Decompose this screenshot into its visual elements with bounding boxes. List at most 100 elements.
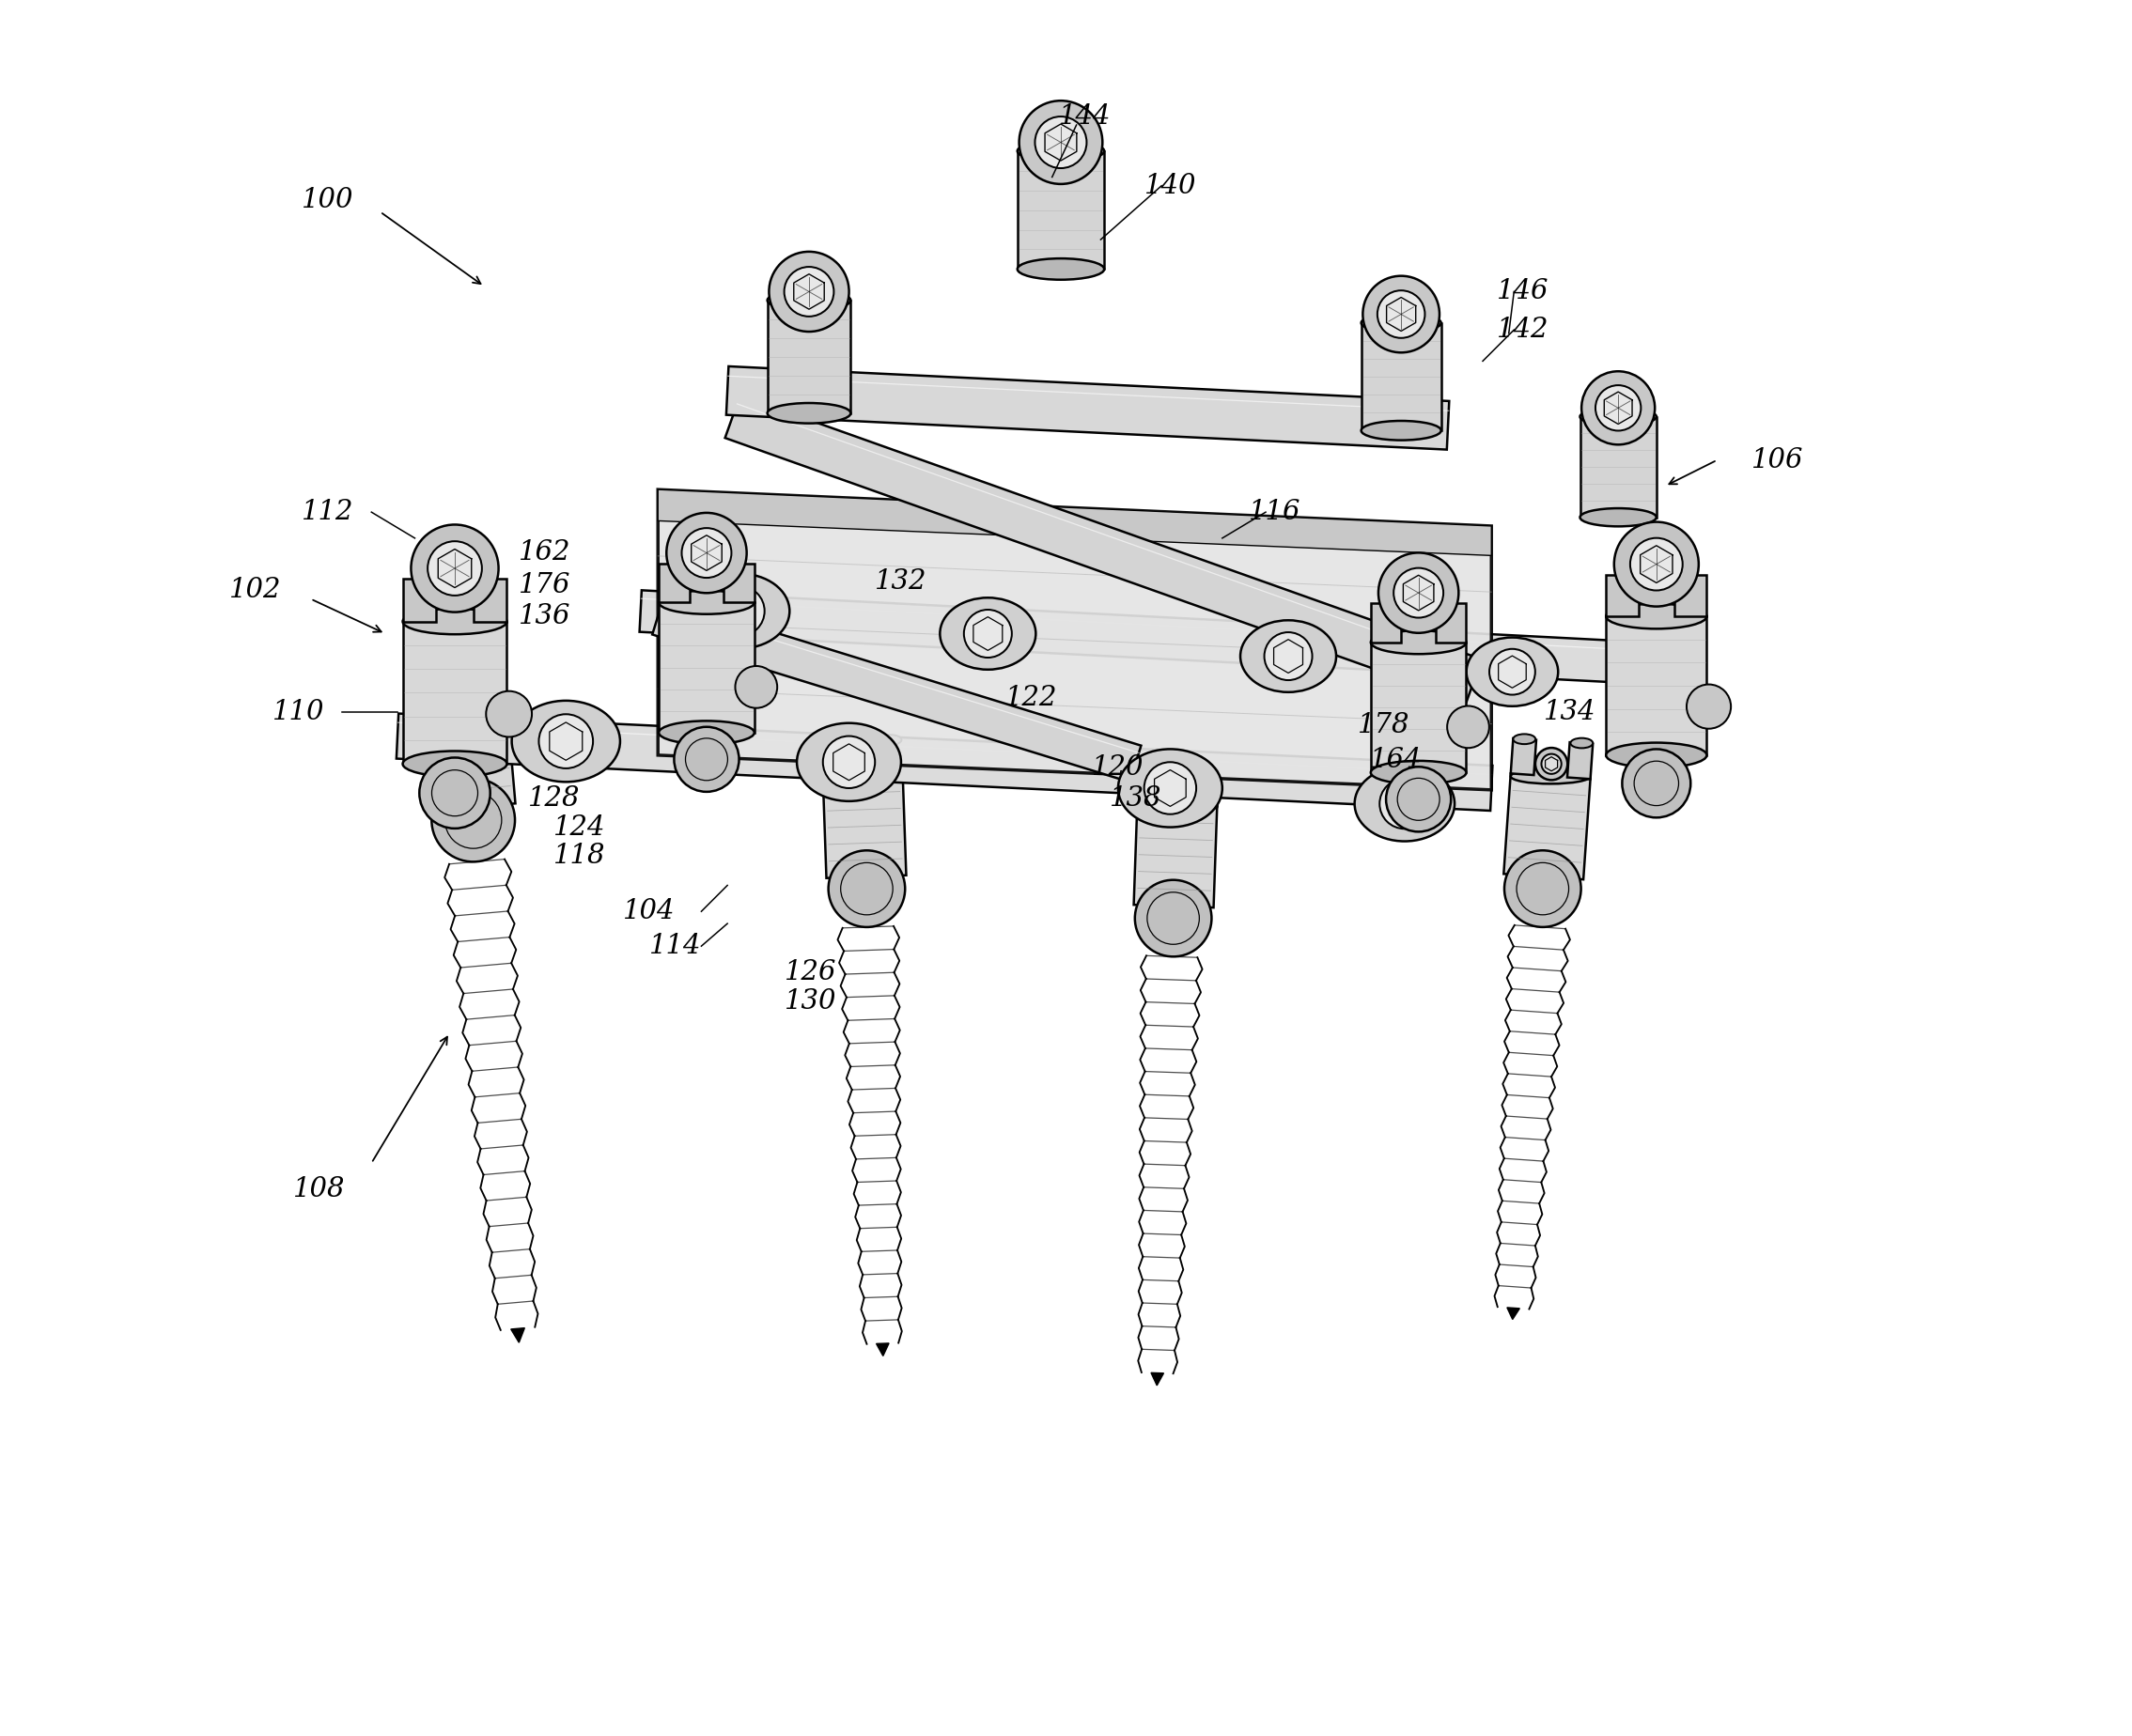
Ellipse shape bbox=[416, 660, 441, 670]
Polygon shape bbox=[640, 590, 1648, 684]
Text: 144: 144 bbox=[1060, 102, 1111, 130]
Ellipse shape bbox=[768, 403, 851, 424]
Ellipse shape bbox=[689, 573, 789, 649]
Text: 162: 162 bbox=[518, 538, 571, 566]
Circle shape bbox=[770, 252, 849, 332]
Circle shape bbox=[667, 512, 746, 594]
Polygon shape bbox=[1580, 417, 1657, 517]
Ellipse shape bbox=[821, 736, 844, 746]
Circle shape bbox=[1134, 880, 1211, 957]
Text: 164: 164 bbox=[1371, 746, 1422, 774]
Circle shape bbox=[682, 528, 731, 578]
Polygon shape bbox=[876, 1344, 889, 1356]
Ellipse shape bbox=[403, 609, 507, 634]
Ellipse shape bbox=[1580, 408, 1657, 425]
Circle shape bbox=[829, 851, 906, 927]
Circle shape bbox=[1541, 753, 1561, 774]
Text: 102: 102 bbox=[228, 576, 281, 604]
Ellipse shape bbox=[1138, 764, 1160, 774]
Ellipse shape bbox=[1467, 637, 1558, 707]
Polygon shape bbox=[1503, 774, 1590, 880]
Polygon shape bbox=[473, 578, 507, 621]
Polygon shape bbox=[725, 396, 1482, 701]
Polygon shape bbox=[397, 713, 1492, 811]
Polygon shape bbox=[1567, 743, 1593, 779]
Text: 104: 104 bbox=[623, 898, 676, 925]
Circle shape bbox=[420, 757, 490, 828]
Polygon shape bbox=[1605, 575, 1637, 616]
Circle shape bbox=[853, 753, 872, 774]
Text: 134: 134 bbox=[1544, 698, 1595, 726]
Ellipse shape bbox=[1512, 769, 1590, 783]
Circle shape bbox=[1614, 523, 1699, 606]
Text: 118: 118 bbox=[554, 842, 605, 870]
Text: 176: 176 bbox=[518, 571, 571, 599]
Ellipse shape bbox=[1360, 312, 1441, 333]
Polygon shape bbox=[768, 300, 851, 413]
Polygon shape bbox=[659, 490, 1492, 790]
Polygon shape bbox=[416, 665, 446, 703]
Ellipse shape bbox=[1017, 141, 1104, 161]
Text: 114: 114 bbox=[650, 932, 701, 960]
Circle shape bbox=[1535, 748, 1567, 779]
Ellipse shape bbox=[1017, 259, 1104, 279]
Circle shape bbox=[429, 542, 482, 595]
Ellipse shape bbox=[823, 769, 902, 783]
Ellipse shape bbox=[1196, 766, 1217, 776]
Circle shape bbox=[1168, 783, 1188, 804]
Polygon shape bbox=[821, 741, 846, 778]
Ellipse shape bbox=[878, 734, 902, 745]
Ellipse shape bbox=[1371, 760, 1467, 785]
Text: 122: 122 bbox=[1004, 684, 1057, 712]
Polygon shape bbox=[823, 774, 906, 878]
Circle shape bbox=[785, 267, 834, 316]
Text: 146: 146 bbox=[1497, 278, 1548, 306]
Text: 140: 140 bbox=[1145, 172, 1196, 200]
Text: 116: 116 bbox=[1249, 498, 1301, 526]
Text: 132: 132 bbox=[874, 568, 927, 595]
Polygon shape bbox=[478, 658, 505, 698]
Polygon shape bbox=[1605, 616, 1708, 755]
Circle shape bbox=[539, 713, 593, 769]
Polygon shape bbox=[1674, 575, 1708, 616]
Polygon shape bbox=[403, 578, 437, 621]
Polygon shape bbox=[659, 602, 755, 733]
Polygon shape bbox=[1151, 1373, 1164, 1385]
Circle shape bbox=[823, 736, 874, 788]
Polygon shape bbox=[659, 490, 1492, 556]
Polygon shape bbox=[1371, 642, 1467, 773]
Text: 138: 138 bbox=[1109, 785, 1162, 812]
Circle shape bbox=[1162, 778, 1194, 809]
Ellipse shape bbox=[1605, 743, 1708, 767]
Text: 106: 106 bbox=[1753, 446, 1804, 474]
Text: 128: 128 bbox=[527, 785, 580, 812]
Polygon shape bbox=[659, 564, 689, 602]
Polygon shape bbox=[727, 366, 1450, 450]
Circle shape bbox=[1377, 290, 1424, 339]
Circle shape bbox=[1490, 649, 1535, 694]
Polygon shape bbox=[1136, 769, 1162, 806]
Ellipse shape bbox=[797, 722, 902, 802]
Circle shape bbox=[1394, 568, 1443, 618]
Polygon shape bbox=[1507, 1307, 1520, 1319]
Ellipse shape bbox=[1605, 604, 1708, 628]
Circle shape bbox=[1386, 767, 1452, 832]
Circle shape bbox=[1379, 779, 1431, 828]
Polygon shape bbox=[1360, 323, 1441, 431]
Ellipse shape bbox=[512, 701, 620, 781]
Polygon shape bbox=[878, 740, 902, 776]
Text: 130: 130 bbox=[785, 988, 836, 1016]
Polygon shape bbox=[1512, 738, 1537, 774]
Ellipse shape bbox=[659, 590, 755, 615]
Circle shape bbox=[1448, 707, 1488, 748]
Text: 124: 124 bbox=[554, 814, 605, 842]
Ellipse shape bbox=[1241, 620, 1337, 693]
Text: 110: 110 bbox=[273, 698, 324, 726]
Ellipse shape bbox=[1136, 799, 1217, 812]
Circle shape bbox=[736, 667, 778, 708]
Circle shape bbox=[443, 670, 480, 705]
Ellipse shape bbox=[1571, 738, 1593, 748]
Polygon shape bbox=[403, 621, 507, 764]
Circle shape bbox=[1264, 632, 1311, 681]
Ellipse shape bbox=[403, 752, 507, 776]
